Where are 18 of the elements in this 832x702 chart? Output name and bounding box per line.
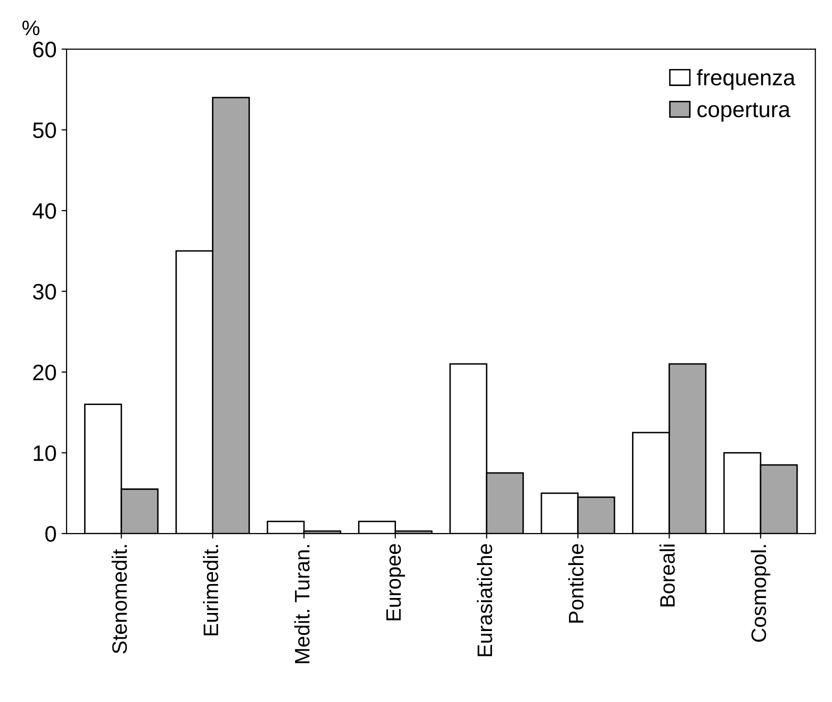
x-tick-label: Stenomedit. [112,545,127,654]
y-tick-label: 0 [45,526,56,542]
x-tick-label: Boreali [660,544,675,606]
y-tick-label: 20 [33,364,56,380]
y-tick-label: 40 [32,203,56,219]
x-tick-label: Cosmopol. [750,545,770,642]
legend-label: frequenza [696,69,796,90]
y-tick-label: 30 [32,284,56,300]
x-tick-label: Europee [386,544,406,620]
legend-label: copertura [697,102,790,122]
x-tick-label: Pontiche [568,544,584,623]
y-axis-title: % [22,20,40,36]
y-tick-label: 50 [33,122,56,138]
x-tick-label: Medit. Turan. [294,545,310,664]
y-tick-label: 10 [34,445,56,462]
y-tick-label: 60 [33,42,56,58]
x-tick-label: Eurimedit. [202,545,218,636]
x-tick-label: Eurasiatiche [476,544,492,656]
